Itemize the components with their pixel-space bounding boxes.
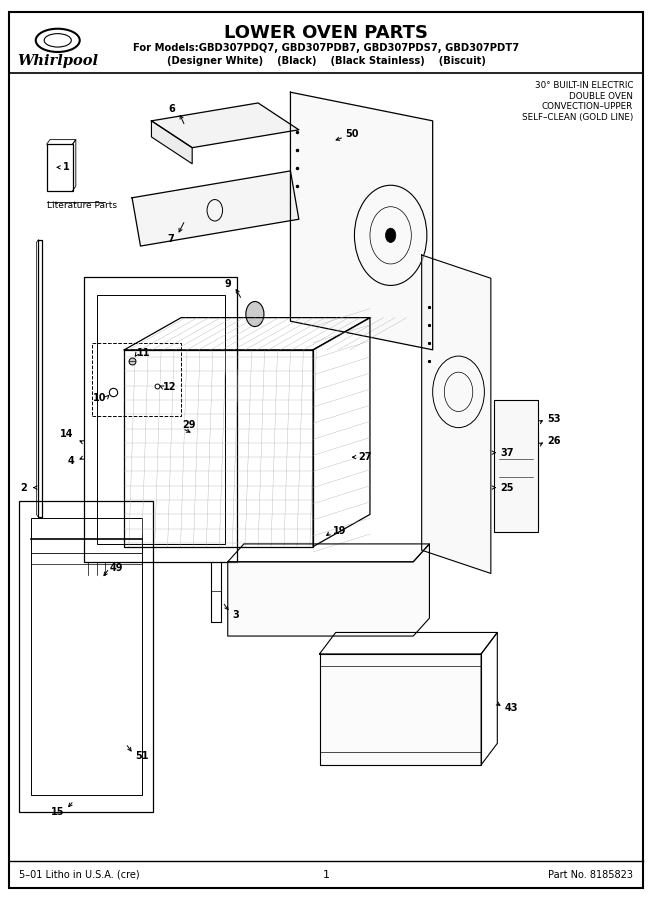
Circle shape [385, 229, 396, 242]
Text: (Designer White)    (Black)    (Black Stainless)    (Biscuit): (Designer White) (Black) (Black Stainles… [166, 56, 486, 66]
Bar [47, 144, 72, 191]
Text: For Models:GBD307PDQ7, GBD307PDB7, GBD307PDS7, GBD307PDT7: For Models:GBD307PDQ7, GBD307PDB7, GBD30… [133, 42, 519, 52]
Text: 2: 2 [21, 482, 27, 492]
Text: 6: 6 [169, 104, 175, 114]
Polygon shape [319, 654, 481, 765]
Bar [96, 295, 224, 544]
Text: Literature Parts: Literature Parts [47, 202, 117, 211]
Polygon shape [422, 255, 491, 573]
Text: 43: 43 [505, 703, 518, 713]
Text: 12: 12 [163, 382, 177, 392]
Text: 19: 19 [333, 526, 346, 536]
Text: 15: 15 [52, 807, 65, 817]
Text: 1: 1 [323, 870, 329, 880]
Text: 5–01 Litho in U.S.A. (cre): 5–01 Litho in U.S.A. (cre) [19, 870, 140, 880]
Polygon shape [151, 121, 192, 164]
Text: 29: 29 [183, 420, 196, 430]
Text: 51: 51 [136, 751, 149, 760]
Text: 25: 25 [501, 482, 514, 492]
Bar [494, 400, 538, 532]
Bar [83, 277, 237, 562]
Text: 49: 49 [110, 563, 123, 573]
Polygon shape [132, 171, 299, 246]
Bar [92, 343, 181, 416]
Text: Whirlpool: Whirlpool [17, 54, 98, 68]
Text: 3: 3 [232, 610, 239, 620]
Text: 14: 14 [61, 429, 74, 439]
Text: 26: 26 [547, 436, 561, 446]
Text: 27: 27 [359, 452, 372, 463]
Text: 53: 53 [547, 414, 561, 424]
Text: 1: 1 [63, 162, 70, 173]
Text: 37: 37 [501, 447, 514, 458]
Bar [31, 518, 142, 796]
Circle shape [246, 302, 264, 327]
Text: 10: 10 [93, 393, 106, 403]
Text: 50: 50 [346, 130, 359, 140]
Bar [19, 501, 153, 812]
Text: 9: 9 [225, 279, 231, 289]
Polygon shape [228, 544, 430, 636]
Text: Part No. 8185823: Part No. 8185823 [548, 870, 633, 880]
Text: LOWER OVEN PARTS: LOWER OVEN PARTS [224, 24, 428, 42]
Text: 4: 4 [67, 455, 74, 465]
Polygon shape [151, 103, 299, 148]
Text: 11: 11 [137, 348, 151, 358]
Polygon shape [290, 92, 433, 350]
Text: 30° BUILT-IN ELECTRIC
DOUBLE OVEN
CONVECTION–UPPER
SELF–CLEAN (GOLD LINE): 30° BUILT-IN ELECTRIC DOUBLE OVEN CONVEC… [522, 82, 633, 122]
Text: 7: 7 [168, 234, 174, 244]
